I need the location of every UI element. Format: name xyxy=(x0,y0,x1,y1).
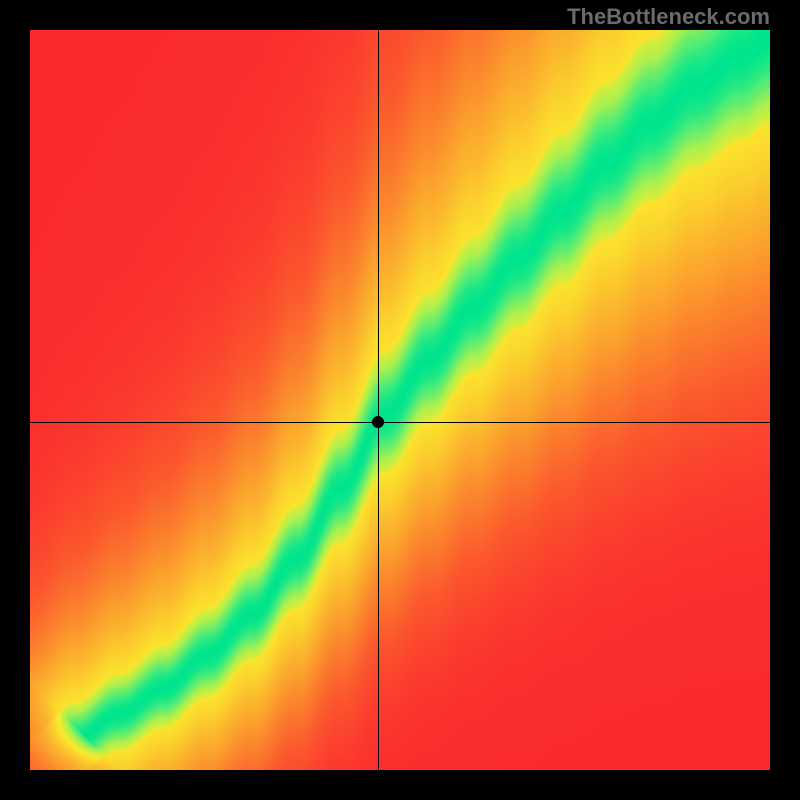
heatmap-plot xyxy=(30,30,770,770)
crosshair-horizontal xyxy=(30,422,770,423)
marker-dot xyxy=(372,416,384,428)
watermark-text: TheBottleneck.com xyxy=(567,4,770,30)
crosshair-vertical xyxy=(378,30,379,770)
heatmap-canvas xyxy=(30,30,770,770)
